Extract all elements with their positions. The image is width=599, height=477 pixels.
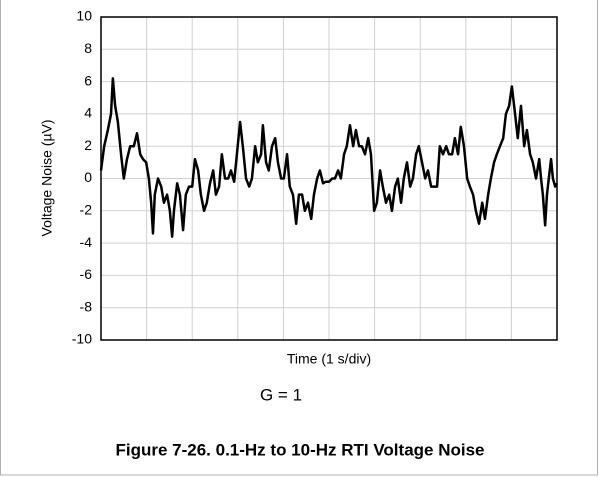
- plot-border: [100, 16, 558, 341]
- y-tick-label: 8: [84, 40, 92, 56]
- y-tick-label: -8: [80, 298, 93, 314]
- y-tick-label: -2: [80, 202, 93, 218]
- noise-line: [99, 77, 559, 238]
- y-tick-label: 10: [76, 8, 92, 24]
- caption: Figure 7-26. 0.1-Hz to 10-Hz RTI Voltage…: [115, 440, 484, 459]
- y-tick-label: -10: [72, 331, 92, 347]
- y-tick-label: -6: [80, 266, 93, 282]
- y-axis-label: Voltage Noise (µV): [39, 119, 55, 236]
- y-tick-label: 4: [84, 105, 92, 121]
- y-tick-label: -4: [80, 234, 93, 250]
- y-tick-label: 0: [84, 169, 92, 185]
- y-tick-label: 6: [84, 72, 92, 88]
- y-tick-label: 2: [84, 137, 92, 153]
- annotation: G = 1: [260, 385, 302, 404]
- x-axis-label: Time (1 s/div): [287, 351, 371, 367]
